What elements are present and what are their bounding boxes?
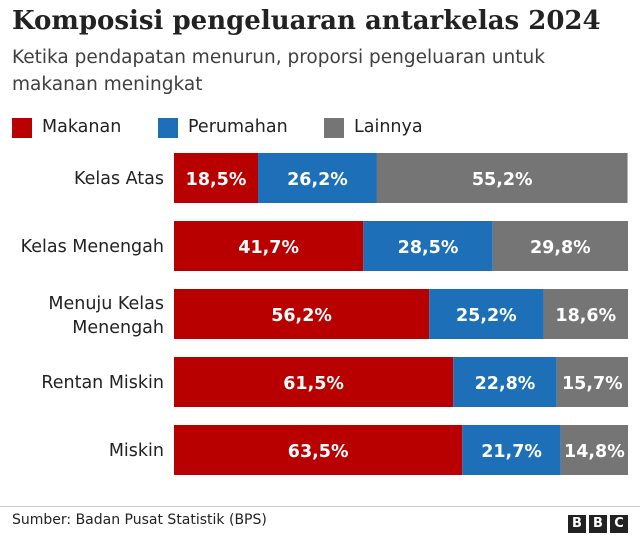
data-label-lainnya-kelas-atas: 55,2%: [472, 170, 533, 190]
bar-segment-lainnya-menuju-kelas-menengah: [543, 289, 628, 339]
data-label-lainnya-menuju-kelas-menengah: 18,6%: [555, 306, 616, 326]
category-label-miskin: Miskin: [109, 441, 164, 461]
bar-segment-lainnya-miskin: [560, 425, 628, 475]
bar-segment-perumahan-miskin: [462, 425, 561, 475]
bar-segment-makanan-miskin: [174, 425, 463, 475]
chart-subtitle: Ketika pendapatan menurun, proporsi peng…: [12, 47, 545, 95]
bar-segment-perumahan-kelas-atas: [257, 153, 377, 203]
data-label-makanan-menuju-kelas-menengah: 56,2%: [271, 306, 332, 326]
category-label-kelas-atas: Kelas Atas: [74, 169, 164, 189]
data-label-lainnya-kelas-menengah: 29,8%: [530, 238, 591, 258]
category-label-rentan-miskin: Rentan Miskin: [41, 373, 164, 393]
legend-label-makanan: Makanan: [42, 117, 122, 137]
chart-title: Komposisi pengeluaran antarkelas 2024: [12, 6, 601, 36]
bbc-logo-letter-1: B: [568, 515, 586, 533]
bbc-logo-letter-2: B: [589, 515, 607, 533]
legend-swatch-perumahan: [158, 118, 178, 138]
bar-segment-lainnya-rentan-miskin: [556, 357, 628, 407]
data-label-makanan-miskin: 63,5%: [288, 442, 349, 462]
data-label-makanan-rentan-miskin: 61,5%: [283, 374, 344, 394]
data-label-perumahan-rentan-miskin: 22,8%: [475, 374, 536, 394]
data-label-lainnya-miskin: 14,8%: [564, 442, 625, 462]
legend-label-perumahan: Perumahan: [188, 117, 288, 137]
data-label-perumahan-kelas-atas: 26,2%: [287, 170, 348, 190]
data-label-makanan-kelas-atas: 18,5%: [186, 170, 247, 190]
footer-divider: [0, 506, 640, 507]
bar-segment-lainnya-kelas-menengah: [492, 221, 628, 271]
data-label-perumahan-menuju-kelas-menengah: 25,2%: [456, 306, 517, 326]
bar-segment-makanan-rentan-miskin: [174, 357, 454, 407]
category-label-kelas-menengah: Kelas Menengah: [21, 237, 164, 257]
legend-swatch-makanan: [12, 118, 32, 138]
bar-segment-lainnya-kelas-atas: [376, 153, 628, 203]
legend-swatch-lainnya: [324, 118, 344, 138]
bar-segment-makanan-menuju-kelas-menengah: [174, 289, 430, 339]
bar-segment-perumahan-rentan-miskin: [453, 357, 557, 407]
bbc-logo-letter-3: C: [610, 515, 628, 533]
legend-label-lainnya: Lainnya: [354, 117, 423, 137]
bar-segment-perumahan-kelas-menengah: [363, 221, 493, 271]
data-label-lainnya-rentan-miskin: 15,7%: [562, 374, 623, 394]
bar-segment-makanan-kelas-menengah: [174, 221, 364, 271]
bar-segment-makanan-kelas-atas: [174, 153, 258, 203]
source-note: Sumber: Badan Pusat Statistik (BPS): [12, 512, 267, 528]
stacked-bar-chart: Kelas Atas 18,5% 26,2% 55,2% Kelas Menengah 4…: [21, 153, 628, 475]
data-label-perumahan-miskin: 21,7%: [481, 442, 542, 462]
bar-segment-perumahan-menuju-kelas-menengah: [429, 289, 544, 339]
data-label-makanan-kelas-menengah: 41,7%: [238, 238, 299, 258]
data-label-perumahan-kelas-menengah: 28,5%: [398, 238, 459, 258]
category-label-menuju-kelas-menengah: Menuju Kelas Menengah: [48, 294, 164, 338]
